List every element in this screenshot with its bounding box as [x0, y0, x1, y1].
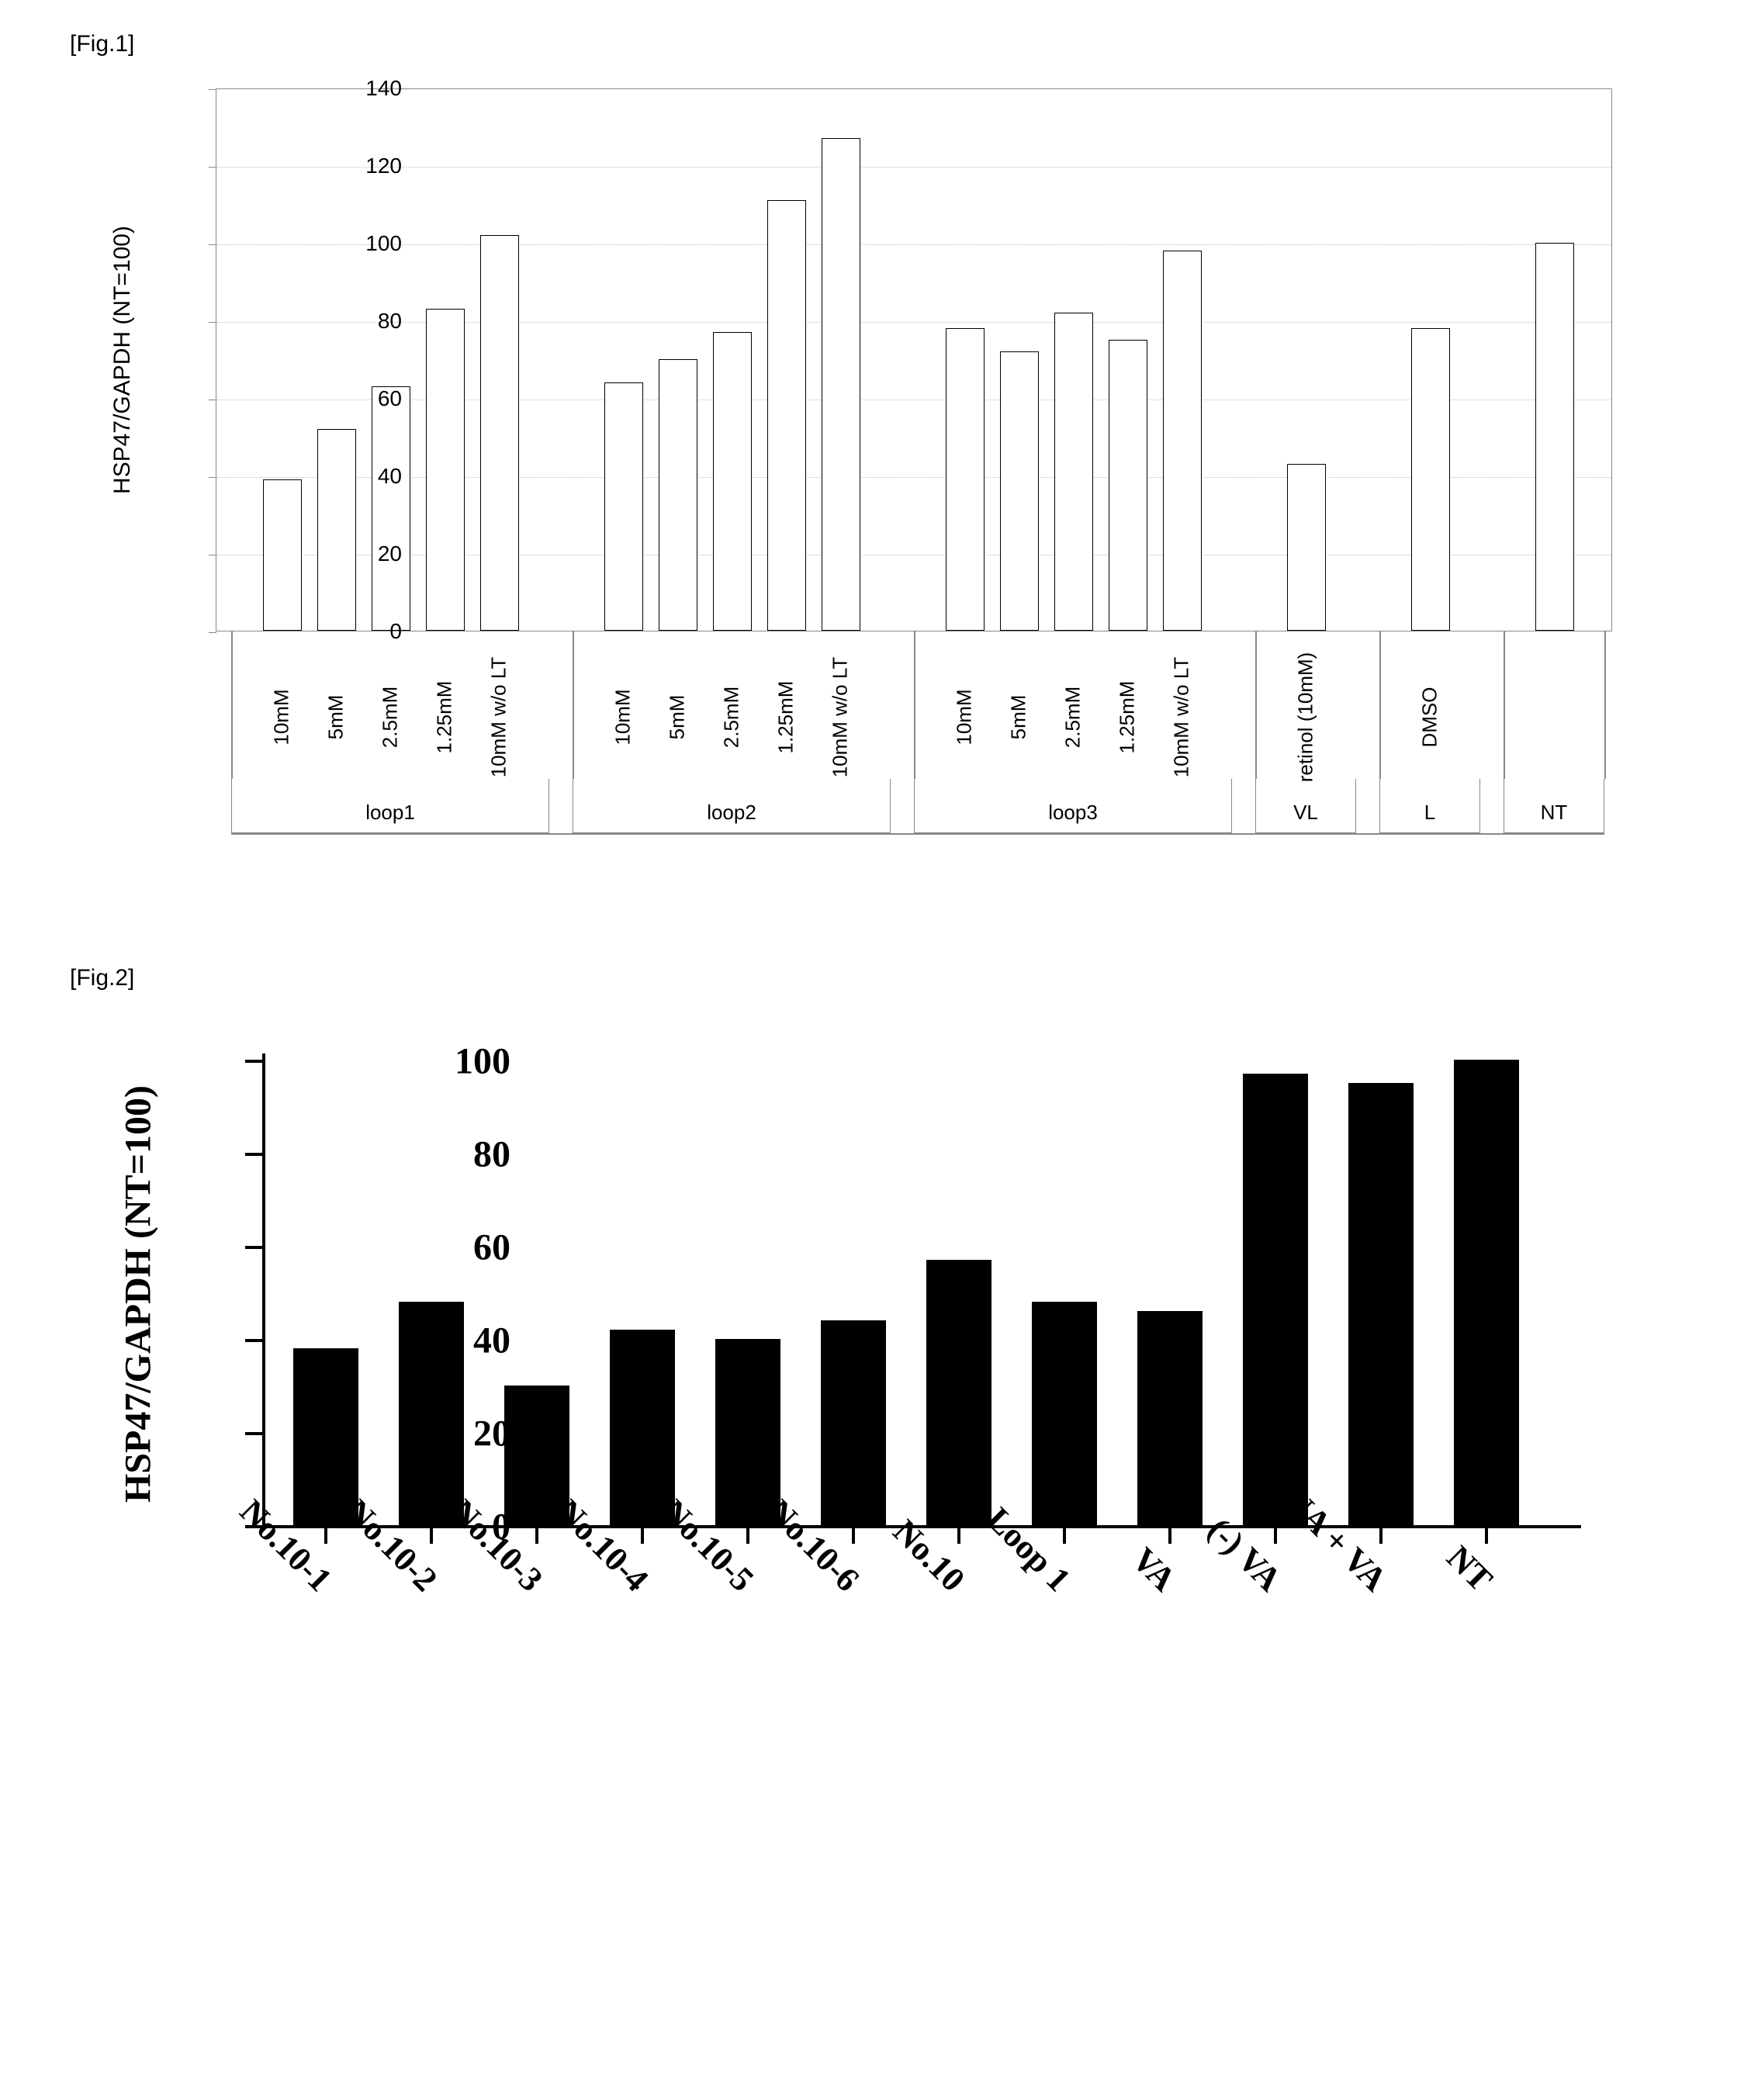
fig1-group-divider [573, 631, 574, 779]
fig2-ytick-label: 40 [448, 1320, 510, 1362]
fig2-xtick [1485, 1527, 1488, 1544]
fig1-bar [372, 386, 410, 631]
fig1-xtick-label: 5mM [1007, 648, 1031, 787]
fig1-xtick-label: 10mM w/o LT [829, 648, 853, 787]
fig1-ytick [209, 167, 216, 168]
fig1-ytick [209, 322, 216, 323]
fig1-group-box: loop3 [914, 779, 1232, 833]
fig1-ytick-label: 60 [355, 386, 402, 411]
fig2-ytick [245, 1246, 262, 1249]
fig1-bar [822, 138, 860, 631]
fig1-xtick-label: DMSO [1418, 648, 1442, 787]
fig2-caption: [Fig.2] [70, 965, 1711, 991]
fig1-group-label: NT [1541, 801, 1568, 832]
fig1-plot-area [216, 88, 1612, 631]
fig1-ytick [209, 89, 216, 90]
fig1-xtick-label: 2.5mM [1061, 648, 1085, 787]
fig2-ytick-label: 60 [448, 1226, 510, 1269]
fig1-bar [317, 429, 356, 631]
fig1-bottom-border [231, 833, 1604, 835]
fig1-ytick-label: 0 [355, 619, 402, 644]
fig1-bar [604, 382, 643, 631]
fig1-group-divider [914, 631, 915, 779]
fig1-bar [1535, 243, 1574, 631]
fig1-group-label: loop2 [707, 801, 756, 832]
fig2-xtick [1168, 1527, 1171, 1544]
fig1-xtick-label: 1.25mM [1116, 648, 1140, 787]
fig1-group-divider [1504, 631, 1505, 779]
fig1-caption: [Fig.1] [70, 31, 1711, 57]
fig1-group-divider [1255, 631, 1257, 779]
fig2-ytick [245, 1060, 262, 1063]
fig1-group-box: L [1379, 779, 1480, 833]
fig2-ytick-label: 80 [448, 1133, 510, 1176]
fig1-xtick-label: 10mM [953, 648, 977, 787]
fig2-y-axis [262, 1053, 265, 1527]
fig1-bar [1109, 340, 1147, 631]
fig1-bar [1287, 464, 1326, 631]
fig1-ytick [209, 632, 216, 633]
fig2-container: HSP47/GAPDH (NT=100) 020406080100 No.10-… [84, 1038, 1674, 1814]
fig1-group-divider [1604, 631, 1606, 779]
fig1-bar [713, 332, 752, 631]
fig1-xtick-label: 1.25mM [774, 648, 798, 787]
fig2-ytick [245, 1153, 262, 1156]
fig1-bar [480, 235, 519, 631]
fig2-xtick [1063, 1527, 1066, 1544]
fig2-xtick [1274, 1527, 1277, 1544]
fig1-ytick [209, 477, 216, 478]
fig2-xtick [641, 1527, 644, 1544]
fig1-group-label: VL [1293, 801, 1318, 832]
fig1-group-divider [1379, 631, 1381, 779]
fig1-bar [1411, 328, 1450, 631]
fig1-xtick-label: 10mM w/o LT [487, 648, 511, 787]
fig1-group-box: loop1 [231, 779, 549, 833]
fig2-ytick [245, 1339, 262, 1342]
fig2-ytick-label: 100 [448, 1040, 510, 1083]
fig1-group-box: loop2 [573, 779, 891, 833]
fig1-ytick-label: 120 [355, 154, 402, 178]
fig1-xtick-label: 2.5mM [379, 648, 403, 787]
fig1-xtick-label: 10mM [270, 648, 294, 787]
fig1-gridline [216, 167, 1611, 168]
fig1-group-divider [231, 631, 233, 779]
fig2-xtick [324, 1527, 327, 1544]
fig1-bar [659, 359, 697, 631]
fig1-xtick-label: 2.5mM [720, 648, 744, 787]
fig1-xtick-label: 10mM w/o LT [1170, 648, 1194, 787]
fig2-xtick [957, 1527, 960, 1544]
fig1-ytick-label: 20 [355, 541, 402, 566]
fig1-group-box: NT [1504, 779, 1604, 833]
fig1-bar [767, 200, 806, 631]
fig1-ytick-label: 100 [355, 231, 402, 256]
fig1-ytick [209, 244, 216, 245]
fig2-xtick [430, 1527, 433, 1544]
fig1-bar [1000, 351, 1039, 631]
fig1-y-axis-label: HSP47/GAPDH (NT=100) [109, 226, 136, 494]
fig1-bar [426, 309, 465, 631]
fig1-ytick-label: 80 [355, 309, 402, 334]
fig1-ytick-label: 140 [355, 76, 402, 101]
fig1-group-label: L [1424, 801, 1435, 832]
fig1-bar [1054, 313, 1093, 631]
fig1-xtick-label: 5mM [324, 648, 348, 787]
fig1-xtick-label: 10mM [611, 648, 635, 787]
fig1-gridline [216, 244, 1611, 245]
fig2-xtick [535, 1527, 538, 1544]
fig1-group-label: loop1 [365, 801, 415, 832]
fig1-bar [263, 479, 302, 631]
fig2-xtick [1379, 1527, 1383, 1544]
fig2-xtick [852, 1527, 855, 1544]
fig1-bar [946, 328, 985, 631]
fig1-bar [1163, 251, 1202, 631]
fig1-group-box: VL [1255, 779, 1356, 833]
fig1-ytick-label: 40 [355, 464, 402, 489]
fig2-bar [1454, 1060, 1519, 1525]
fig1-xtick-label: 1.25mM [433, 648, 457, 787]
fig1-xtick-label: 5mM [666, 648, 690, 787]
fig1-group-label: loop3 [1048, 801, 1098, 832]
fig1-xtick-label: retinol (10mM) [1294, 648, 1318, 787]
fig2-xtick [746, 1527, 749, 1544]
fig1-container: HSP47/GAPDH (NT=100) 020406080100120140 … [84, 65, 1674, 934]
